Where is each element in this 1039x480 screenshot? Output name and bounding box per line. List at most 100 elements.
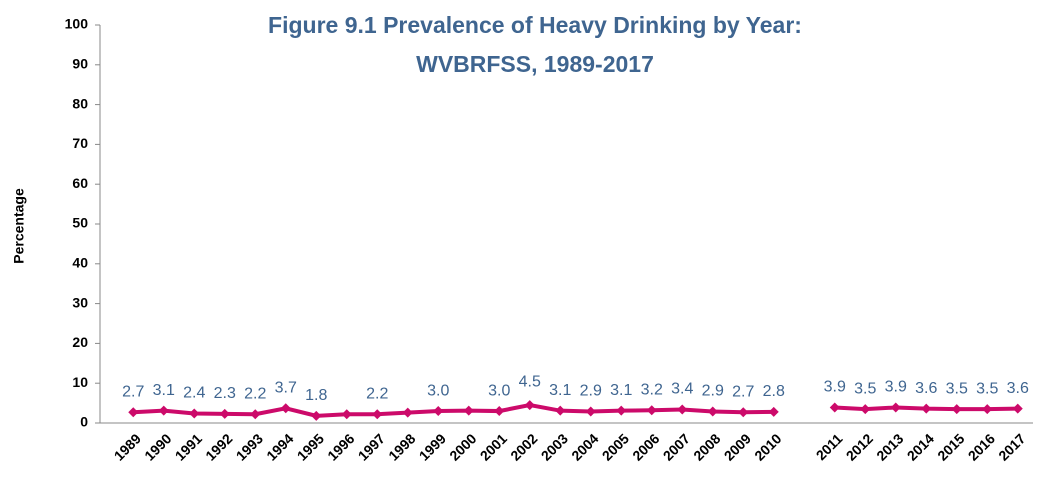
- data-point: [768, 406, 779, 417]
- x-tick-label: 2013: [873, 430, 906, 463]
- data-point: [890, 402, 901, 413]
- x-tick-label: 1993: [233, 430, 266, 463]
- x-tick-label: 2002: [507, 430, 540, 463]
- data-point: [433, 406, 444, 417]
- data-label: 2.2: [366, 385, 388, 402]
- data-point: [616, 405, 627, 416]
- x-tick-label: 2000: [446, 430, 479, 463]
- data-point: [372, 409, 383, 420]
- data-point: [402, 407, 413, 418]
- data-point: [951, 404, 962, 415]
- x-tick-label: 1990: [141, 430, 174, 463]
- chart-title: Figure 9.1 Prevalence of Heavy Drinking …: [268, 12, 802, 38]
- data-label: 3.5: [946, 380, 968, 397]
- x-tick-label: 1989: [111, 430, 144, 463]
- data-point: [829, 402, 840, 413]
- data-label: 3.0: [488, 382, 510, 399]
- data-point: [250, 409, 261, 420]
- x-tick-label: 2012: [843, 430, 876, 463]
- x-tick-label: 1996: [324, 430, 357, 463]
- data-point: [860, 404, 871, 415]
- data-point: [1012, 403, 1023, 414]
- data-point: [341, 409, 352, 420]
- data-label: 3.1: [610, 382, 632, 399]
- x-tick-label: 2014: [904, 430, 937, 463]
- y-axis-label: Percentage: [11, 188, 27, 264]
- y-tick-label: 20: [72, 334, 88, 350]
- x-tick-label: 2015: [934, 430, 967, 463]
- x-tick-label: 1999: [416, 430, 449, 463]
- data-label: 3.5: [854, 380, 876, 397]
- data-label: 3.1: [153, 382, 175, 399]
- x-tick-label: 2008: [690, 430, 723, 463]
- data-label: 3.0: [427, 382, 449, 399]
- data-label: 3.6: [1007, 380, 1029, 397]
- y-tick-label: 100: [65, 16, 89, 32]
- data-label: 2.3: [214, 385, 236, 402]
- data-point: [311, 410, 322, 421]
- y-tick-label: 30: [72, 294, 88, 310]
- data-label: 2.2: [244, 385, 266, 402]
- x-tick-label: 2010: [751, 430, 784, 463]
- data-point: [128, 407, 139, 418]
- x-tick-label: 2004: [568, 430, 601, 463]
- x-tick-label: 1992: [202, 430, 235, 463]
- data-point: [555, 405, 566, 416]
- data-point: [219, 408, 230, 419]
- x-tick-label: 2016: [965, 430, 998, 463]
- data-point: [189, 408, 200, 419]
- data-label: 2.9: [702, 383, 724, 400]
- y-tick-label: 50: [72, 215, 88, 231]
- data-label: 2.9: [580, 383, 602, 400]
- data-point: [738, 407, 749, 418]
- data-label: 2.7: [122, 383, 144, 400]
- chart-subtitle: WVBRFSS, 1989-2017: [416, 51, 654, 77]
- data-point: [677, 404, 688, 415]
- x-tick-label: 1998: [385, 430, 418, 463]
- data-label: 3.7: [275, 379, 297, 396]
- data-point: [707, 406, 718, 417]
- data-point: [524, 400, 535, 411]
- x-tick-label: 2009: [721, 430, 754, 463]
- y-tick-label: 10: [72, 374, 88, 390]
- data-label: 3.6: [915, 380, 937, 397]
- data-point: [921, 403, 932, 414]
- x-tick-label: 1995: [294, 430, 327, 463]
- series-line: [133, 403, 1018, 418]
- y-tick-label: 90: [72, 56, 88, 72]
- x-tick-label: 2007: [660, 430, 693, 463]
- data-label: 1.8: [305, 387, 327, 404]
- x-tick-label: 1991: [172, 430, 205, 463]
- y-tick-label: 40: [72, 255, 88, 271]
- x-tick-label: 2011: [813, 430, 846, 463]
- data-point: [982, 404, 993, 415]
- data-label: 2.8: [763, 383, 785, 400]
- x-tick-label: 2001: [477, 430, 510, 463]
- data-point: [280, 403, 291, 414]
- y-tick-label: 60: [72, 175, 88, 191]
- data-label: 4.5: [519, 373, 541, 390]
- data-label: 3.9: [824, 379, 846, 396]
- data-label: 3.5: [976, 380, 998, 397]
- data-label: 3.2: [641, 381, 663, 398]
- x-tick-label: 2005: [599, 430, 632, 463]
- data-label: 2.7: [732, 383, 754, 400]
- x-tick-label: 1997: [355, 430, 388, 463]
- x-tick-label: 1994: [263, 430, 296, 463]
- data-label: 3.1: [549, 382, 571, 399]
- data-label: 3.9: [885, 379, 907, 396]
- x-tick-label: 2006: [629, 430, 662, 463]
- x-tick-label: 2017: [995, 430, 1028, 463]
- data-point: [158, 405, 169, 416]
- data-point: [585, 406, 596, 417]
- y-tick-label: 80: [72, 95, 88, 111]
- y-tick-label: 0: [80, 414, 88, 430]
- data-point: [646, 405, 657, 416]
- data-label: 3.4: [671, 381, 693, 398]
- y-tick-label: 70: [72, 135, 88, 151]
- data-point: [494, 406, 505, 417]
- x-tick-label: 2003: [538, 430, 571, 463]
- data-point: [463, 405, 474, 416]
- data-label: 2.4: [183, 385, 205, 402]
